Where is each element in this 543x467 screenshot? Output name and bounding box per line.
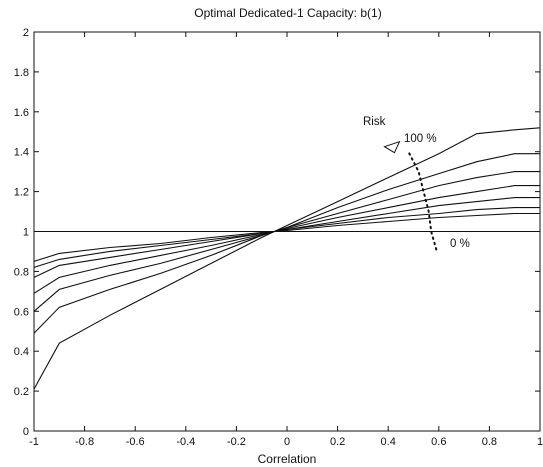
x-tick-label: 0.8 [482,436,497,448]
x-tick-label: 0.4 [381,436,396,448]
y-tick-label: 1.2 [14,187,29,199]
series-line-4 [33,185,540,294]
series-line-6 [33,207,540,268]
x-axis-label: Correlation [258,452,317,466]
x-tick-label: -0.6 [126,436,145,448]
x-tick-label: -0.4 [176,436,195,448]
risk-direction-arrow [407,150,438,251]
y-tick-label: 0.6 [14,306,29,318]
chart-title: Optimal Dedicated-1 Capacity: b(1) [194,6,381,20]
risk-low-label: 0 % [450,238,470,250]
y-tick-label: 1 [23,227,29,239]
y-tick-label: 0.2 [14,386,29,398]
x-axis-ticks: -1 -0.8 -0.6 -0.4 -0.2 0 0.2 0.4 0.6 0.8 1 [29,32,543,448]
y-tick-label: 1.6 [14,107,29,119]
series-line-7 [33,212,540,262]
x-tick-label: 0.6 [431,436,446,448]
risk-arrowhead-icon [383,140,401,154]
x-tick-label: 0.2 [330,436,345,448]
y-axis-ticks: 0 0.2 0.4 0.6 0.8 1 1.2 1.4 1.6 1.8 2 [14,27,540,438]
x-tick-label: -1 [29,436,39,448]
x-tick-label: 0 [284,436,290,448]
y-tick-label: 1.8 [14,67,29,79]
x-tick-label: 1 [537,436,543,448]
series-line-3 [33,171,540,312]
x-tick-label: -0.8 [75,436,94,448]
series-line-1 [33,127,541,390]
risk-label: Risk [363,116,386,128]
y-tick-label: 0 [23,426,29,438]
x-tick-label: -0.2 [227,436,246,448]
plot-lines [33,127,541,390]
y-tick-label: 0.8 [14,266,29,278]
y-tick-label: 2 [23,27,29,39]
y-tick-label: 0.4 [14,346,29,358]
y-tick-label: 1.4 [14,147,29,159]
risk-high-label: 100 % [404,133,437,145]
annotations: Risk 100 % 0 % [363,116,470,251]
